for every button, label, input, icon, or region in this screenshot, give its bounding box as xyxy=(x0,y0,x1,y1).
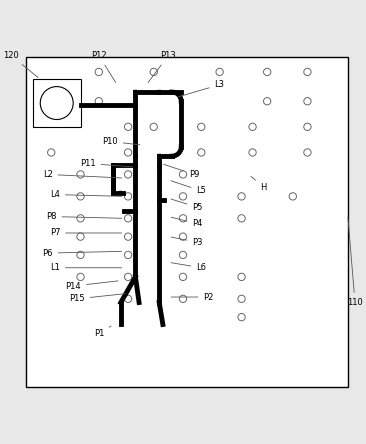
Circle shape xyxy=(304,68,311,75)
Circle shape xyxy=(124,251,132,258)
Circle shape xyxy=(238,193,245,200)
Bar xyxy=(119,191,122,194)
Circle shape xyxy=(77,215,84,222)
Text: L1: L1 xyxy=(50,263,122,272)
Circle shape xyxy=(249,123,256,131)
Text: P13: P13 xyxy=(148,51,176,83)
Bar xyxy=(157,91,161,94)
Text: L2: L2 xyxy=(43,170,122,179)
Circle shape xyxy=(179,233,187,240)
Circle shape xyxy=(238,295,245,302)
Circle shape xyxy=(124,215,132,222)
Text: P1: P1 xyxy=(94,326,111,338)
Circle shape xyxy=(264,68,271,75)
Text: P7: P7 xyxy=(50,229,122,238)
Circle shape xyxy=(304,123,311,131)
Text: H: H xyxy=(251,176,267,192)
Circle shape xyxy=(238,313,245,321)
Text: P2: P2 xyxy=(171,293,214,301)
Bar xyxy=(26,57,348,387)
Text: P6: P6 xyxy=(42,249,122,258)
Bar xyxy=(157,164,161,167)
Circle shape xyxy=(238,215,245,222)
Circle shape xyxy=(179,251,187,258)
Circle shape xyxy=(289,193,296,200)
Circle shape xyxy=(95,68,102,75)
Bar xyxy=(134,164,137,167)
Circle shape xyxy=(124,233,132,240)
Circle shape xyxy=(238,273,245,281)
Circle shape xyxy=(216,68,223,75)
Bar xyxy=(134,155,137,158)
Bar xyxy=(134,275,137,278)
Circle shape xyxy=(40,87,73,119)
Circle shape xyxy=(124,295,132,302)
Circle shape xyxy=(77,193,84,200)
Text: P11: P11 xyxy=(80,159,132,168)
Circle shape xyxy=(77,233,84,240)
Bar xyxy=(33,79,81,127)
Circle shape xyxy=(48,149,55,156)
Circle shape xyxy=(124,149,132,156)
Text: P14: P14 xyxy=(66,281,118,290)
Text: L4: L4 xyxy=(50,190,122,199)
Circle shape xyxy=(150,68,157,75)
Circle shape xyxy=(198,123,205,131)
Circle shape xyxy=(150,123,157,131)
Text: L5: L5 xyxy=(171,181,206,195)
Bar xyxy=(157,198,161,202)
Circle shape xyxy=(77,251,84,258)
Circle shape xyxy=(124,273,132,281)
Circle shape xyxy=(249,149,256,156)
Text: P5: P5 xyxy=(171,199,203,212)
Circle shape xyxy=(77,273,84,281)
Bar xyxy=(134,91,137,94)
Circle shape xyxy=(124,193,132,200)
Text: P12: P12 xyxy=(91,51,116,83)
Circle shape xyxy=(179,193,187,200)
Bar xyxy=(134,210,137,213)
Bar xyxy=(157,172,161,175)
Circle shape xyxy=(124,123,132,131)
Circle shape xyxy=(77,171,84,178)
Circle shape xyxy=(179,215,187,222)
Circle shape xyxy=(48,98,55,105)
Text: L6: L6 xyxy=(171,263,206,272)
Circle shape xyxy=(179,171,187,178)
Circle shape xyxy=(95,98,102,105)
Circle shape xyxy=(264,98,271,105)
Text: P10: P10 xyxy=(102,137,140,146)
Circle shape xyxy=(304,98,311,105)
Text: P8: P8 xyxy=(46,212,122,221)
Text: P3: P3 xyxy=(171,237,203,246)
Text: 120: 120 xyxy=(3,51,38,78)
Text: P4: P4 xyxy=(171,217,203,228)
Circle shape xyxy=(124,171,132,178)
Circle shape xyxy=(304,149,311,156)
Text: 110: 110 xyxy=(347,218,363,307)
Bar xyxy=(157,155,161,158)
Circle shape xyxy=(198,149,205,156)
Circle shape xyxy=(179,295,187,302)
Text: P15: P15 xyxy=(69,293,125,303)
Text: P9: P9 xyxy=(164,164,199,179)
Circle shape xyxy=(179,273,187,281)
Text: L3: L3 xyxy=(178,80,225,97)
